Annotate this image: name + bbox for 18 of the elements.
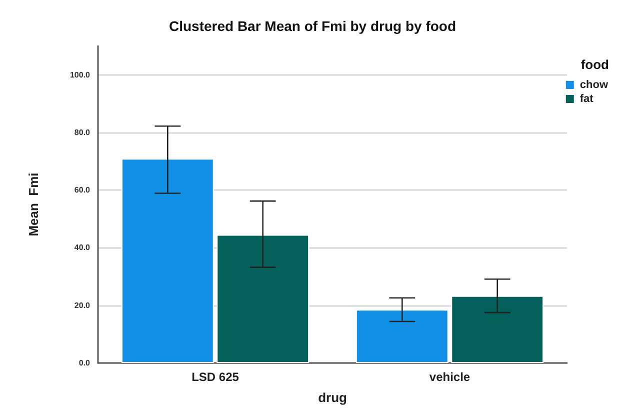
y-axis-title: Mean Fmi xyxy=(26,172,41,236)
legend-title: food xyxy=(580,57,610,72)
bar xyxy=(451,296,544,363)
x-tick-label: vehicle xyxy=(429,370,470,384)
chart-title: Clustered Bar Mean of Fmi by drug by food xyxy=(168,18,456,34)
y-tick-label: 20.0 xyxy=(74,300,91,310)
y-tick-label: 100.0 xyxy=(70,70,91,80)
y-tick-label: 80.0 xyxy=(74,128,91,137)
legend-label: fat xyxy=(580,93,594,105)
y-tick-label: 40.0 xyxy=(74,243,91,252)
bar xyxy=(121,158,214,363)
bar xyxy=(356,310,448,363)
x-axis-title: drug xyxy=(318,390,347,405)
y-tick-label: 0.0 xyxy=(78,358,91,368)
y-tick-label: 60.0 xyxy=(74,186,91,195)
x-tick-label: LSD 625 xyxy=(192,370,240,384)
bar xyxy=(216,234,310,363)
legend-label: chow xyxy=(580,79,608,91)
